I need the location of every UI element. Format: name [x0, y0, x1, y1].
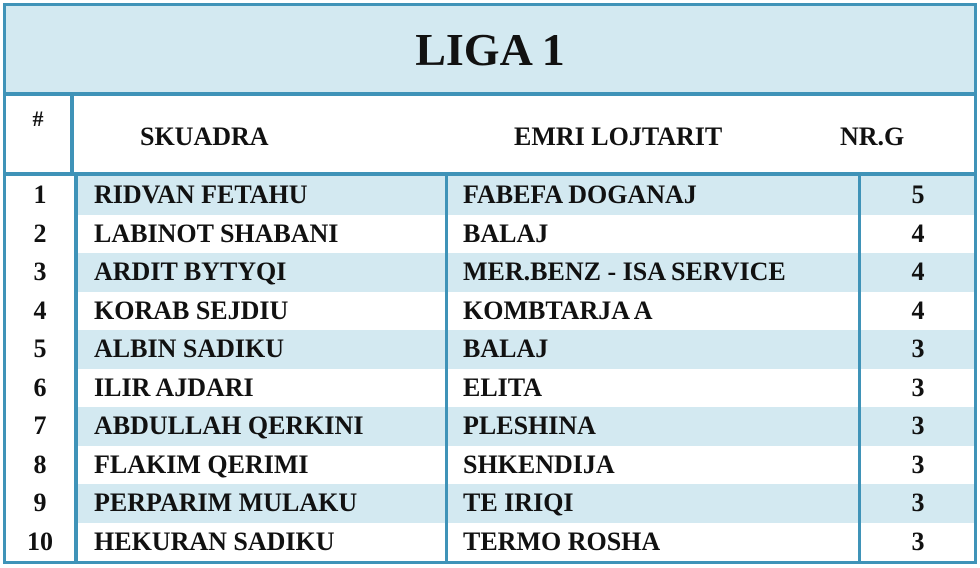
column-divider [445, 176, 448, 561]
table-row: 9 PERPARIM MULAKU TE IRIQI 3 [6, 484, 974, 523]
goals-cell: 4 [911, 257, 925, 286]
team-cell: ALBIN SADIKU [94, 334, 284, 363]
player-cell: KOMBTARJA A [463, 295, 653, 325]
rank-cell: 2 [6, 214, 78, 253]
row-body: PERPARIM MULAKU TE IRIQI 3 [78, 484, 974, 523]
table-row: 3 ARDIT BYTYQI MER.BENZ - ISA SERVICE 4 [6, 253, 974, 292]
goals-cell: 3 [911, 526, 925, 556]
rank-cell: 3 [6, 253, 78, 292]
table-body: 1 RIDVAN FETAHU FABEFA DOGANAJ 5 2 LABINOT SH… [6, 176, 974, 561]
rank-cell: 10 [6, 522, 78, 561]
row-body: RIDVAN FETAHU FABEFA DOGANAJ 5 [78, 176, 974, 215]
player-cell: FABEFA DOGANAJ [463, 180, 697, 209]
goals-cell: 3 [911, 449, 925, 479]
player-cell: BALAJ [463, 218, 549, 248]
row-body: FLAKIM QERIMI SHKENDIJA 3 [78, 446, 974, 485]
player-cell: PLESHINA [463, 411, 596, 440]
rank-cell: 7 [6, 407, 78, 446]
table-row: 5 ALBIN SADIKU BALAJ 3 [6, 330, 974, 369]
rank-cell: 6 [6, 368, 78, 407]
rank-cell: 9 [6, 484, 78, 523]
row-body: LABINOT SHABANI BALAJ 4 [78, 215, 974, 254]
player-cell: TERMO ROSHA [463, 526, 661, 556]
team-cell: LABINOT SHABANI [94, 218, 339, 248]
rank-cell: 1 [6, 176, 78, 215]
goals-cell: 5 [911, 180, 925, 209]
player-cell: TE IRIQI [463, 488, 574, 517]
team-cell: FLAKIM QERIMI [94, 449, 309, 479]
row-body: HEKURAN SADIKU TERMO ROSHA 3 [78, 523, 974, 562]
table-row: 1 RIDVAN FETAHU FABEFA DOGANAJ 5 [6, 176, 974, 215]
row-body: ILIR AJDARI ELITA 3 [78, 369, 974, 408]
header-team: SKUADRA [140, 122, 269, 151]
table-row: 4 KORAB SEJDIU KOMBTARJA A 4 [6, 291, 974, 331]
team-cell: HEKURAN SADIKU [94, 526, 335, 556]
team-cell: ILIR AJDARI [94, 372, 254, 402]
row-body: KORAB SEJDIU KOMBTARJA A 4 [78, 292, 974, 331]
team-cell: PERPARIM MULAKU [94, 488, 358, 517]
goals-cell: 3 [911, 411, 925, 440]
rank-cell: 8 [6, 445, 78, 484]
player-cell: BALAJ [463, 334, 549, 363]
table-title: LIGA 1 [6, 6, 974, 96]
goals-cell: 3 [911, 334, 925, 363]
header-player: EMRI LOJTARIT [514, 122, 723, 151]
table-row: 7 ABDULLAH QERKINI PLESHINA 3 [6, 407, 974, 446]
column-divider [858, 176, 861, 561]
header-divider [6, 172, 974, 176]
header-number: # [6, 96, 74, 172]
team-cell: KORAB SEJDIU [94, 295, 289, 325]
table-row: 8 FLAKIM QERIMI SHKENDIJA 3 [6, 445, 974, 485]
table-row: 10 HEKURAN SADIKU TERMO ROSHA 3 [6, 522, 974, 562]
rank-cell: 4 [6, 291, 78, 330]
header-goals: NR.G [840, 122, 905, 151]
goals-cell: 4 [911, 218, 925, 248]
row-body: ARDIT BYTYQI MER.BENZ - ISA SERVICE 4 [78, 253, 974, 292]
header-row: SKUADRA EMRI LOJTARIT NR.G [78, 96, 974, 172]
row-body: ABDULLAH QERKINI PLESHINA 3 [78, 407, 974, 446]
team-cell: ARDIT BYTYQI [94, 257, 287, 286]
team-cell: ABDULLAH QERKINI [94, 411, 364, 440]
goals-cell: 3 [911, 488, 925, 517]
player-cell: MER.BENZ - ISA SERVICE [463, 257, 786, 286]
row-body: ALBIN SADIKU BALAJ 3 [78, 330, 974, 369]
goals-cell: 3 [911, 372, 925, 402]
player-cell: SHKENDIJA [463, 449, 615, 479]
table-row: 6 ILIR AJDARI ELITA 3 [6, 368, 974, 408]
rank-cell: 5 [6, 330, 78, 369]
team-cell: RIDVAN FETAHU [94, 180, 308, 209]
league-table: LIGA 1 # SKUADRA EMRI LOJTARIT NR.G 1 RID… [3, 3, 977, 564]
goals-cell: 4 [911, 295, 925, 325]
player-cell: ELITA [463, 372, 542, 402]
table-row: 2 LABINOT SHABANI BALAJ 4 [6, 214, 974, 254]
